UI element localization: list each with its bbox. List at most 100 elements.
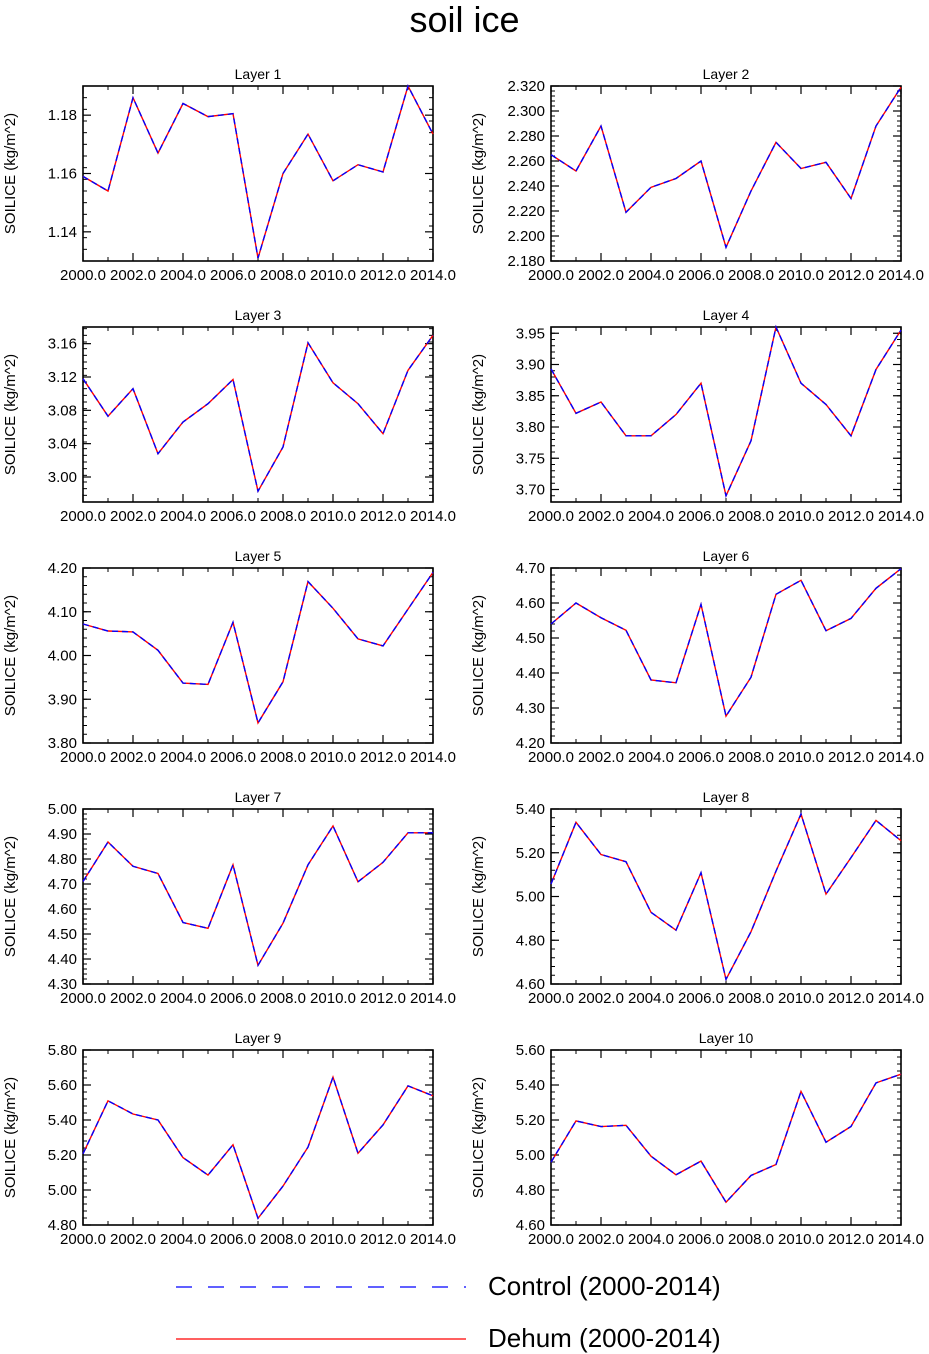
series-line-dehum [550, 568, 902, 718]
y-tick-label: 4.80 [516, 932, 545, 949]
series-line-control [550, 86, 902, 250]
x-tick-label: 2000.0 [528, 267, 574, 284]
series-line-dehum [550, 1073, 902, 1204]
y-tick-label: 3.70 [516, 482, 545, 499]
plot-frame [82, 567, 434, 744]
y-tick-label: 2.320 [507, 78, 545, 95]
y-tick-label: 2.240 [507, 178, 545, 195]
x-tick-label: 2004.0 [160, 990, 206, 1007]
chart-panel-9: Layer 9 SOILICE (kg/m^2) 2000.0 2002.0 2004.… [2, 1030, 456, 1248]
x-tick-label: 2006.0 [210, 508, 256, 525]
series-line-control [82, 572, 434, 725]
panel-title: Layer 7 [235, 789, 282, 805]
plot-frame [550, 808, 902, 985]
y-tick-label: 5.40 [516, 801, 545, 818]
x-tick-label: 2014.0 [878, 267, 924, 284]
x-tick-label: 2014.0 [878, 1231, 924, 1248]
y-tick-label: 2.300 [507, 103, 545, 120]
x-tick-label: 2002.0 [110, 1231, 156, 1248]
series-line-dehum [550, 812, 902, 982]
y-tick-label: 3.04 [48, 436, 77, 453]
x-tick-label: 2012.0 [360, 1231, 406, 1248]
x-tick-label: 2008.0 [728, 990, 774, 1007]
y-tick-label: 3.80 [48, 735, 77, 752]
y-axis-label: SOILICE (kg/m^2) [2, 595, 19, 716]
panel-title: Layer 3 [235, 307, 282, 323]
y-tick-label: 4.60 [516, 976, 545, 993]
plot-frame [82, 85, 434, 262]
chart-panel-10: Layer 10 SOILICE (kg/m^2) 2000.0 2002.0 2004… [470, 1030, 924, 1248]
y-axis-label: SOILICE (kg/m^2) [2, 836, 19, 957]
x-tick-label: 2000.0 [60, 267, 106, 284]
y-tick-label: 3.00 [48, 469, 77, 486]
y-tick-label: 4.80 [48, 851, 77, 868]
page-title: soil ice [409, 0, 520, 40]
x-tick-label: 2006.0 [210, 267, 256, 284]
y-tick-label: 2.260 [507, 153, 545, 170]
y-axis-label: SOILICE (kg/m^2) [2, 1077, 19, 1198]
x-tick-label: 2010.0 [310, 267, 356, 284]
x-tick-label: 2004.0 [160, 508, 206, 525]
panel-title: Layer 2 [703, 66, 750, 82]
x-tick-label: 2006.0 [210, 749, 256, 766]
x-tick-label: 2002.0 [578, 1231, 624, 1248]
x-tick-label: 2006.0 [210, 990, 256, 1007]
x-tick-label: 2014.0 [878, 990, 924, 1007]
x-tick-label: 2006.0 [678, 749, 724, 766]
series-line-control [550, 324, 902, 498]
y-tick-label: 3.12 [48, 369, 77, 386]
series-line-dehum [82, 334, 434, 494]
y-tick-label: 5.20 [516, 845, 545, 862]
panel-title: Layer 10 [699, 1030, 754, 1046]
legend-control-label: Control (2000-2014) [488, 1271, 721, 1301]
x-tick-label: 2006.0 [210, 1231, 256, 1248]
chart-panel-6: Layer 6 SOILICE (kg/m^2) 2000.0 2002.0 2004.… [470, 548, 924, 766]
x-tick-label: 2012.0 [828, 508, 874, 525]
series-line-dehum [550, 86, 902, 250]
x-tick-label: 2010.0 [778, 990, 824, 1007]
x-tick-label: 2002.0 [110, 267, 156, 284]
x-tick-label: 2008.0 [728, 508, 774, 525]
chart-panel-5: Layer 5 SOILICE (kg/m^2) 2000.0 2002.0 2004.… [2, 548, 456, 766]
x-tick-label: 2008.0 [260, 267, 306, 284]
panel-title: Layer 4 [703, 307, 750, 323]
x-tick-label: 2004.0 [628, 267, 674, 284]
x-tick-label: 2012.0 [828, 267, 874, 284]
plot-frame [550, 326, 902, 503]
y-tick-label: 4.00 [48, 648, 77, 665]
series-line-dehum [82, 84, 434, 259]
x-tick-label: 2014.0 [410, 749, 456, 766]
y-axis-label: SOILICE (kg/m^2) [470, 1077, 487, 1198]
y-tick-label: 4.60 [516, 595, 545, 612]
series-line-dehum [82, 824, 433, 968]
x-tick-label: 2012.0 [828, 990, 874, 1007]
x-tick-label: 2012.0 [828, 1231, 874, 1248]
x-tick-label: 2004.0 [160, 267, 206, 284]
x-tick-label: 2002.0 [110, 508, 156, 525]
x-tick-label: 2008.0 [260, 749, 306, 766]
y-tick-label: 4.70 [48, 876, 77, 893]
y-tick-label: 5.00 [48, 801, 77, 818]
panel-title: Layer 1 [235, 66, 282, 82]
x-tick-label: 2014.0 [410, 267, 456, 284]
y-tick-label: 3.16 [48, 336, 77, 353]
panel-title: Layer 9 [235, 1030, 282, 1046]
x-tick-label: 2002.0 [578, 508, 624, 525]
x-tick-label: 2010.0 [778, 508, 824, 525]
panel-title: Layer 6 [703, 548, 750, 564]
x-tick-label: 2000.0 [528, 508, 574, 525]
plot-frame [550, 1049, 902, 1226]
x-tick-label: 2004.0 [628, 990, 674, 1007]
y-tick-label: 3.85 [516, 388, 545, 405]
series-line-control [550, 812, 902, 982]
y-tick-label: 4.20 [48, 560, 77, 577]
y-tick-label: 1.16 [48, 166, 77, 183]
y-tick-label: 3.90 [48, 691, 77, 708]
y-axis-label: SOILICE (kg/m^2) [470, 836, 487, 957]
y-tick-label: 4.20 [516, 735, 545, 752]
chart-panel-2: Layer 2 SOILICE (kg/m^2) 2000.0 2002.0 2004.… [470, 66, 924, 284]
x-tick-label: 2012.0 [360, 749, 406, 766]
x-tick-label: 2000.0 [60, 749, 106, 766]
x-tick-label: 2006.0 [678, 990, 724, 1007]
legend [176, 1286, 466, 1340]
